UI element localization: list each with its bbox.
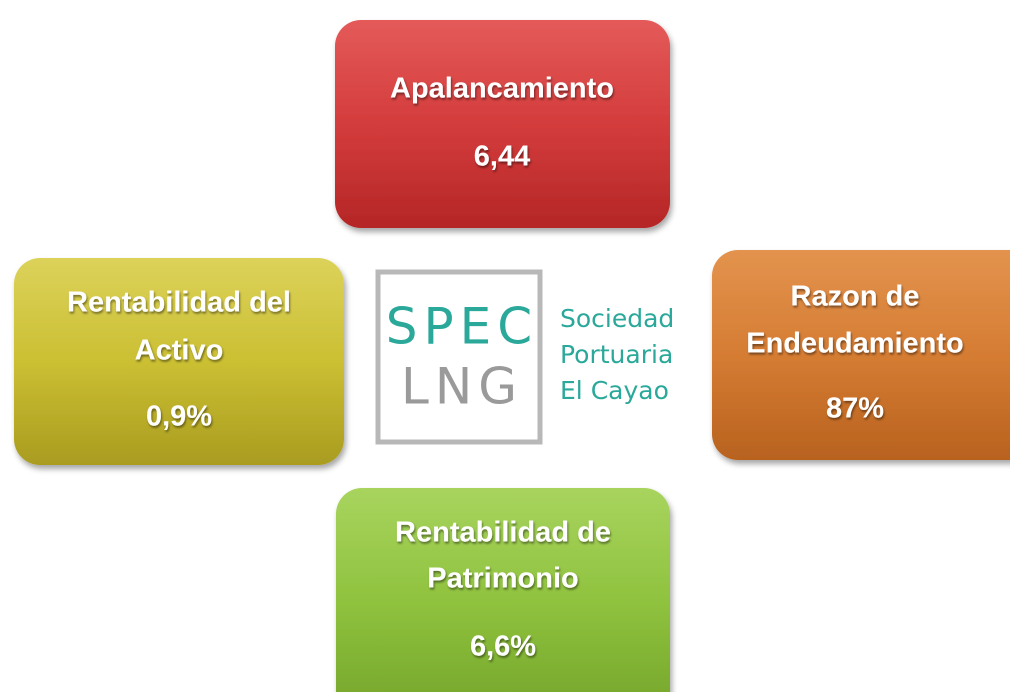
box-title: Razon de <box>791 281 920 313</box>
logo-mark: LNG <box>401 358 523 416</box>
box-title: Apalancamiento <box>390 73 614 105</box>
box-value: 0,9% <box>146 401 212 433</box>
box-shape <box>712 250 1010 460</box>
logo: SPEC LNG Sociedad Portuaria El Cayao <box>375 269 674 445</box>
box-rentabilidad-patrimonio: Rentabilidad de Patrimonio 6,6% <box>336 488 670 692</box>
box-value: 6,6% <box>470 631 536 663</box>
logo-name: Sociedad <box>560 304 674 333</box>
box-shape <box>14 258 344 465</box>
logo-name: El Cayao <box>560 376 669 405</box>
box-title: Rentabilidad de <box>395 517 611 549</box>
box-title: Patrimonio <box>427 563 578 595</box>
box-shape <box>335 20 670 228</box>
box-razon-endeudamiento: Razon de Endeudamiento 87% <box>712 250 1010 460</box>
box-title: Activo <box>135 335 224 367</box>
box-title: Rentabilidad del <box>67 287 291 319</box>
box-shape <box>336 488 670 692</box>
box-title: Endeudamiento <box>746 328 964 360</box>
box-value: 6,44 <box>474 141 530 173</box>
logo-frame <box>375 269 543 445</box>
logo-mark: SPEC <box>386 298 538 356</box>
box-value: 87% <box>826 393 884 425</box>
box-rentabilidad-activo: Rentabilidad del Activo 0,9% <box>14 258 344 465</box>
logo-name: Portuaria <box>560 340 673 369</box>
box-apalancamiento: Apalancamiento 6,44 <box>335 20 670 228</box>
